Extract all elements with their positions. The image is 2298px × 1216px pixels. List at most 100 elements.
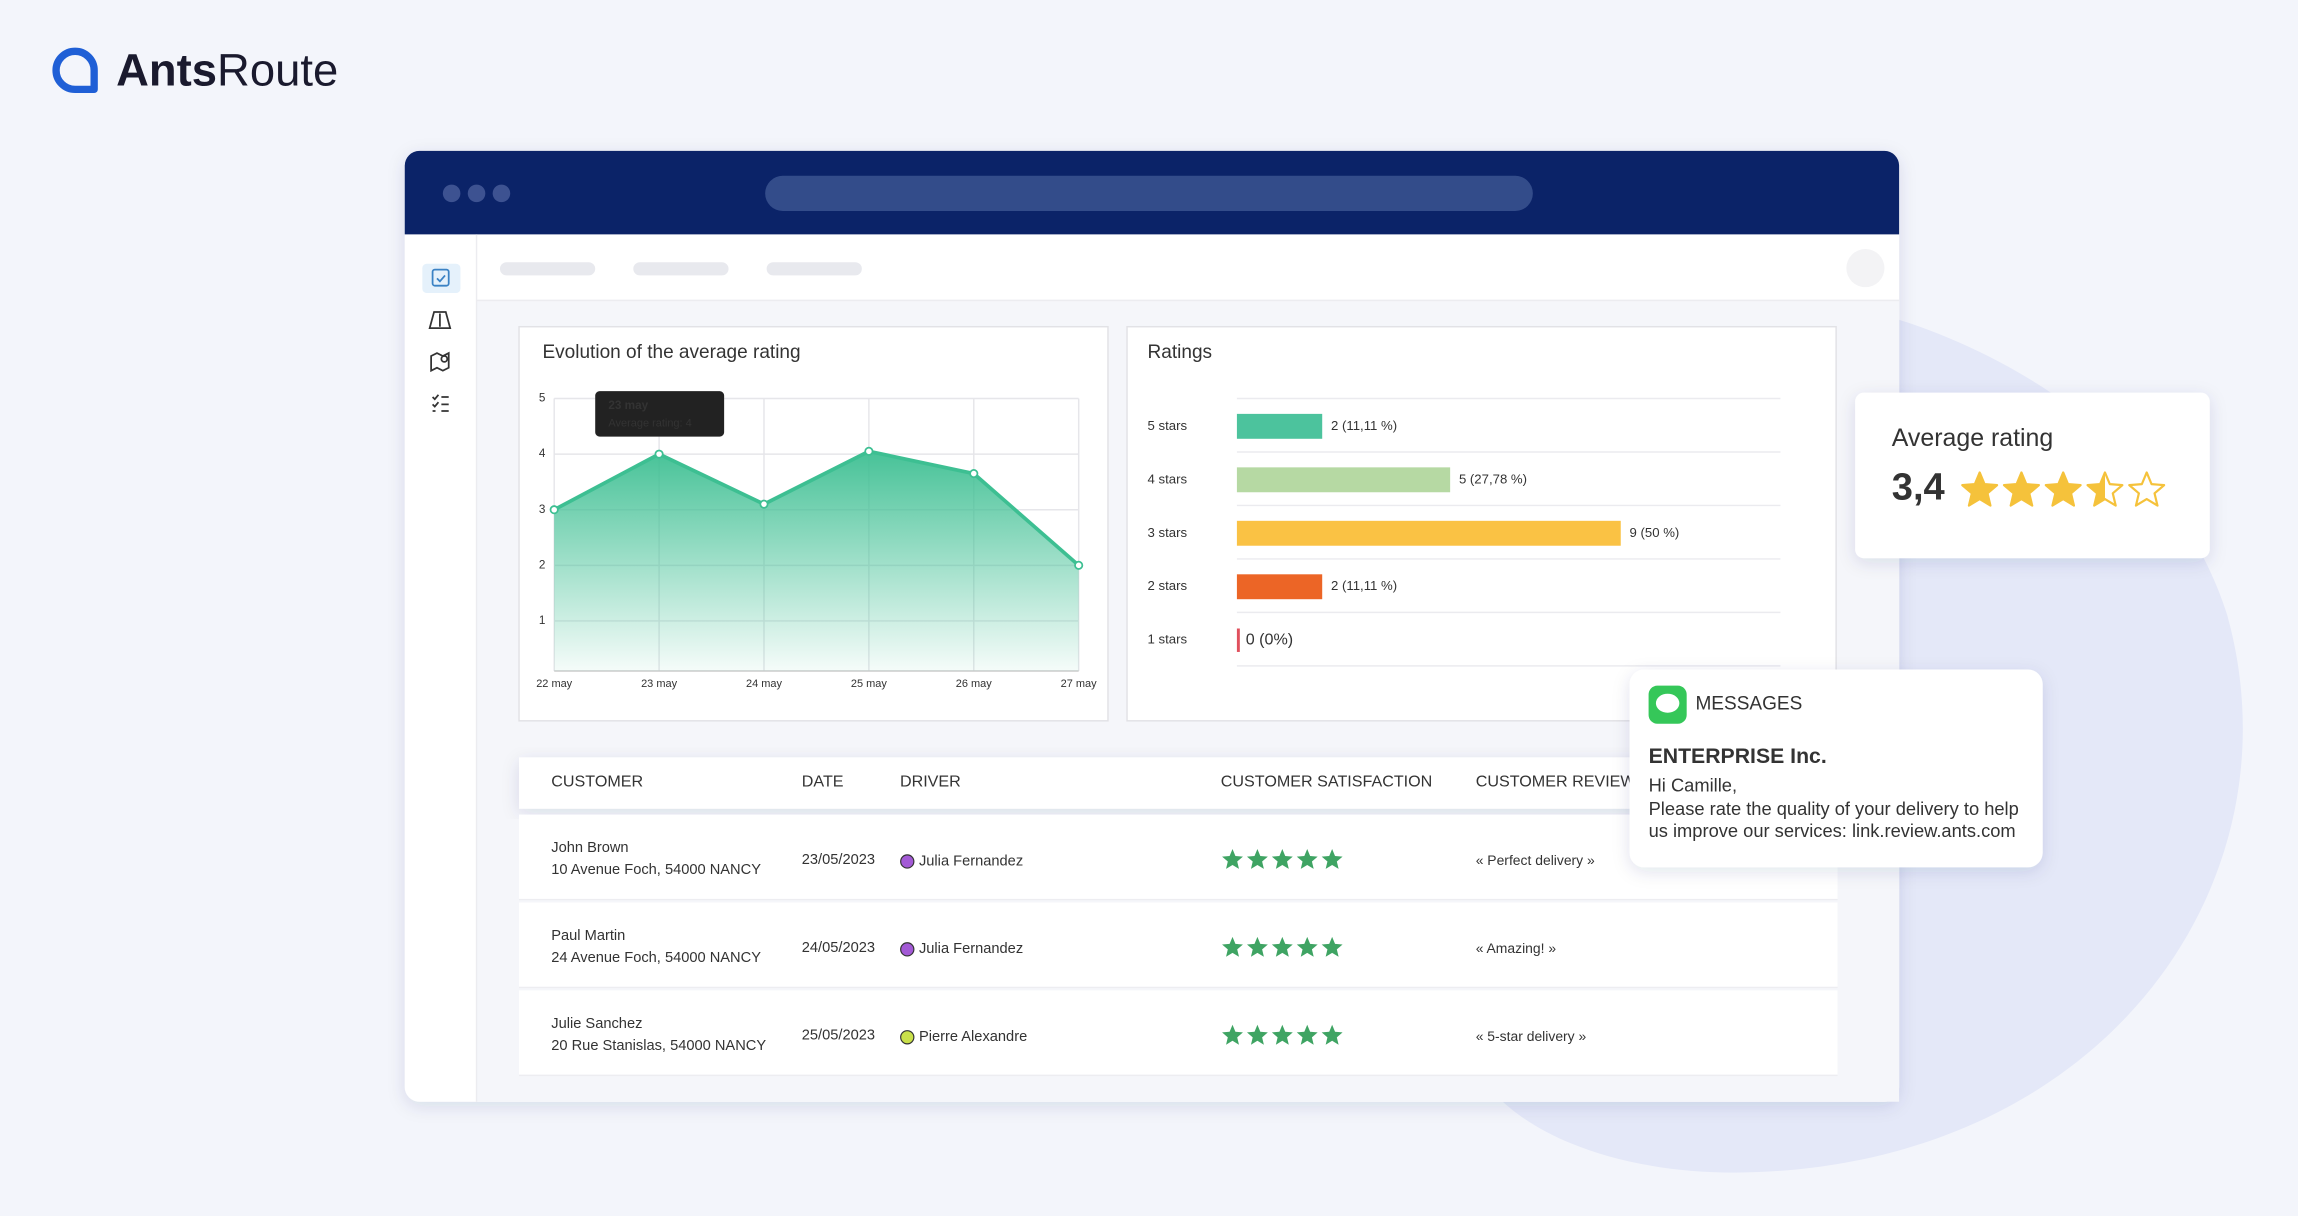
ratings-title: Ratings [1148, 342, 1213, 363]
ratings-chart: 5 stars 2 (11,11 %) 4 stars 5 (27,78 %) 3 st… [1148, 397, 1781, 667]
address-bar[interactable] [765, 175, 1533, 211]
average-value: 3,4 [1892, 466, 1945, 508]
line [553, 449, 1080, 567]
star [1246, 849, 1268, 869]
customer-address: 10 Avenue Foch, 54000 NANCY [551, 862, 761, 878]
x-tick-label: 25 may [851, 678, 887, 690]
column-header: DATE [802, 773, 844, 791]
x-tick-label: 26 may [956, 678, 992, 690]
y-tick-label: 5 [539, 392, 546, 405]
average-title: Average rating [1892, 424, 2053, 452]
y-tick-label: 2 [539, 558, 546, 571]
messages-bubble [1655, 693, 1680, 713]
star [1321, 849, 1343, 869]
column-header: CUSTOMER REVIEW [1476, 773, 1637, 791]
driver-dot [900, 1030, 915, 1045]
column-header: DRIVER [900, 773, 961, 791]
y-tick-label: 3 [539, 503, 546, 516]
table-row [519, 902, 1838, 988]
star [1961, 471, 1999, 507]
stars [1961, 471, 2166, 507]
satisfaction-stars [1222, 1024, 1343, 1045]
star [1222, 936, 1243, 957]
window-dot [442, 184, 461, 203]
window-dot [467, 184, 486, 203]
icon-road[interactable] [428, 311, 452, 330]
x-tick-label: 24 may [746, 678, 782, 690]
star [1246, 936, 1268, 957]
x-tick-label: 27 may [1061, 678, 1097, 690]
value-label: 5 (27,78 %) [1459, 471, 1527, 486]
value-label: 0 (0%) [1246, 630, 1293, 648]
category-label: 5 stars [1148, 418, 1188, 433]
star [1321, 936, 1343, 957]
star [2044, 471, 2082, 507]
tooltip [595, 391, 725, 437]
satisfaction-stars [1222, 936, 1343, 957]
customer-name: John Brown [551, 840, 628, 856]
star [1321, 1024, 1343, 1045]
tooltip-text: Average rating: 4 [608, 417, 691, 429]
logo: AntsRoute [52, 44, 338, 95]
review: « Amazing! » [1476, 940, 1557, 956]
star [2128, 471, 2166, 507]
column-header: CUSTOMER SATISFACTION [1221, 773, 1433, 791]
y-tick-label: 1 [539, 614, 546, 627]
logo-bold: Ants [116, 44, 217, 95]
review: « 5-star delivery » [1476, 1028, 1587, 1044]
avatar[interactable] [1846, 249, 1885, 288]
message-line: Please rate the quality of your delivery… [1649, 798, 2019, 819]
driver-dot [900, 854, 915, 869]
driver: Julia Fernandez [919, 941, 1023, 957]
line-chart: 1 2 3 4 5 22 may 23 may 24 may 25 may 26 may 27 ma… [536, 391, 1097, 690]
date: 25/05/2023 [802, 1028, 875, 1044]
category-label: 3 stars [1148, 525, 1188, 540]
y-tick-label: 4 [539, 447, 546, 460]
message-line: Hi Camille, [1649, 775, 1737, 796]
nav-placeholder[interactable] [633, 262, 729, 276]
icon-calendar[interactable] [431, 268, 450, 287]
customer-address: 24 Avenue Foch, 54000 NANCY [551, 950, 761, 966]
message-card: MESSAGES ENTERPRISE Inc. Hi Camille, Ple… [1629, 669, 2043, 868]
category-label: 1 stars [1148, 632, 1188, 647]
x-tick-label: 22 may [536, 678, 572, 690]
bar [1236, 413, 1323, 439]
message-sender: ENTERPRISE Inc. [1649, 744, 1827, 768]
star [1222, 1024, 1243, 1045]
logo-regular: Route [217, 44, 338, 95]
point [549, 505, 559, 515]
driver: Julia Fernandez [919, 853, 1023, 869]
driver-dot [900, 942, 915, 957]
point [864, 446, 874, 456]
average-card: Average rating 3,4 [1855, 392, 2210, 559]
star [2002, 471, 2040, 507]
nav-placeholder[interactable] [499, 262, 596, 276]
satisfaction-stars [1222, 849, 1343, 869]
icon-map[interactable] [430, 351, 450, 373]
star [1222, 849, 1243, 869]
date: 24/05/2023 [802, 940, 875, 956]
icon-list[interactable] [431, 394, 449, 412]
nav-placeholder[interactable] [766, 262, 862, 276]
category-label: 4 stars [1148, 471, 1188, 486]
message-bg [1629, 669, 2043, 868]
value-label: 9 (50 %) [1630, 525, 1680, 540]
average-stars [1961, 471, 2166, 507]
table-row [519, 814, 1838, 900]
date: 23/05/2023 [802, 852, 875, 868]
browser-window: Evolution of the average rating 1 2 3 4 5 22 … [404, 150, 1900, 1102]
star [1296, 936, 1318, 957]
line-chart-title: Evolution of the average rating [542, 342, 800, 363]
point [654, 449, 664, 459]
column-header: CUSTOMER [551, 773, 643, 791]
star [1246, 1024, 1268, 1045]
value-label: 2 (11,11 %) [1331, 578, 1397, 593]
star [1296, 1024, 1318, 1045]
review: « Perfect delivery » [1476, 852, 1595, 868]
star [1271, 936, 1293, 957]
card-bg [1855, 392, 2210, 559]
star [1271, 849, 1293, 869]
driver: Pierre Alexandre [919, 1029, 1027, 1045]
